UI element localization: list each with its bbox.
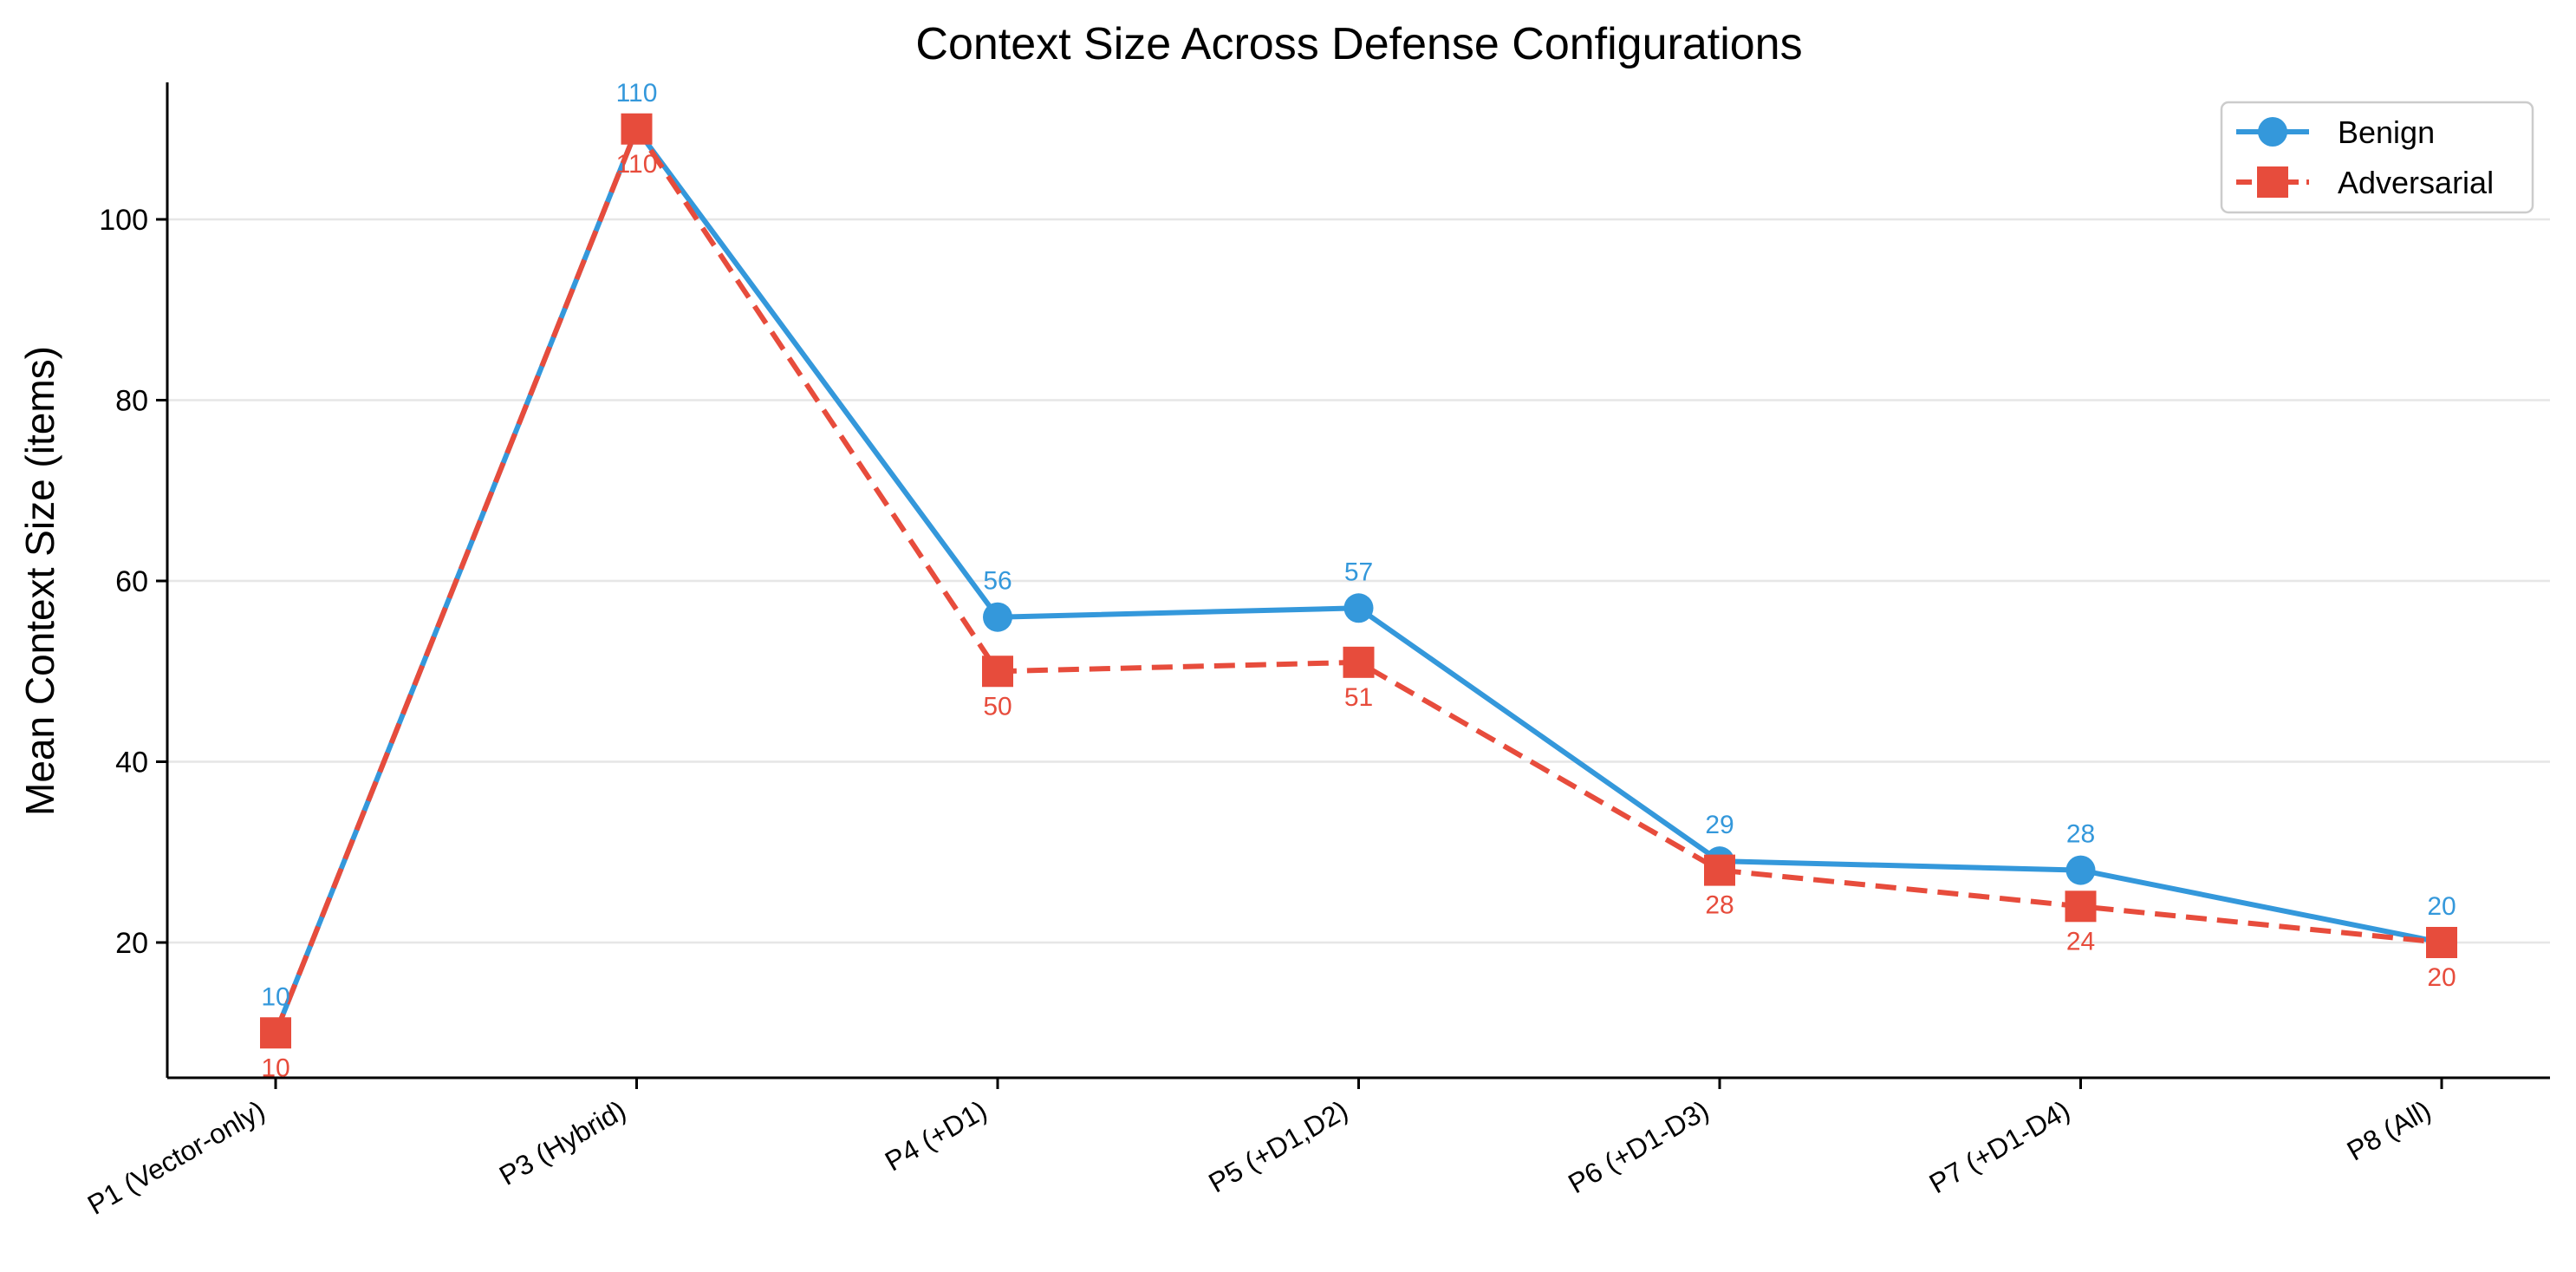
data-label-adversarial: 110 bbox=[616, 150, 658, 179]
y-tick-label: 20 bbox=[115, 927, 148, 960]
y-axis-label: Mean Context Size (items) bbox=[17, 346, 62, 816]
chart-title: Context Size Across Defense Configuratio… bbox=[915, 19, 1802, 69]
benign-point bbox=[2065, 855, 2096, 885]
data-label-benign: 57 bbox=[1344, 558, 1373, 586]
benign-point bbox=[983, 602, 1012, 632]
data-label-adversarial: 51 bbox=[1344, 683, 1373, 712]
adversarial-point bbox=[1343, 646, 1375, 678]
y-tick-label: 100 bbox=[99, 204, 148, 237]
adversarial-point bbox=[1704, 854, 1735, 886]
benign-point bbox=[1343, 593, 1374, 623]
series-lines bbox=[260, 113, 2457, 1049]
data-label-benign: 56 bbox=[983, 567, 1012, 596]
data-label-benign: 110 bbox=[616, 79, 658, 108]
legend-label-adversarial: Adversarial bbox=[2338, 165, 2494, 200]
data-label-benign: 28 bbox=[2066, 820, 2095, 849]
adversarial-point bbox=[2065, 890, 2097, 923]
legend-marker-adversarial bbox=[2257, 166, 2288, 198]
y-tick-label: 40 bbox=[115, 747, 148, 780]
data-label-benign: 20 bbox=[2427, 892, 2456, 921]
legend: Benign Adversarial bbox=[2220, 101, 2534, 214]
data-label-adversarial: 24 bbox=[2066, 927, 2095, 956]
y-tick-label: 60 bbox=[115, 565, 148, 598]
data-label-benign: 10 bbox=[261, 982, 289, 1011]
adversarial-point bbox=[621, 113, 653, 145]
adversarial-point bbox=[982, 656, 1013, 688]
adversarial-point bbox=[2426, 927, 2457, 958]
adversarial-point bbox=[260, 1017, 291, 1049]
legend-marker-benign bbox=[2258, 117, 2287, 147]
data-label-benign: 29 bbox=[1705, 811, 1734, 839]
data-label-adversarial: 20 bbox=[2427, 963, 2456, 992]
y-tick-label: 80 bbox=[115, 385, 148, 418]
legend-label-benign: Benign bbox=[2338, 114, 2435, 150]
data-labels: 10 110 56 57 29 28 20 10 110 50 51 28 24 20 bbox=[261, 79, 2456, 1083]
grid-lines bbox=[167, 218, 2550, 944]
data-label-adversarial: 10 bbox=[261, 1053, 289, 1082]
data-label-adversarial: 50 bbox=[983, 692, 1012, 721]
data-label-adversarial: 28 bbox=[1705, 891, 1734, 920]
